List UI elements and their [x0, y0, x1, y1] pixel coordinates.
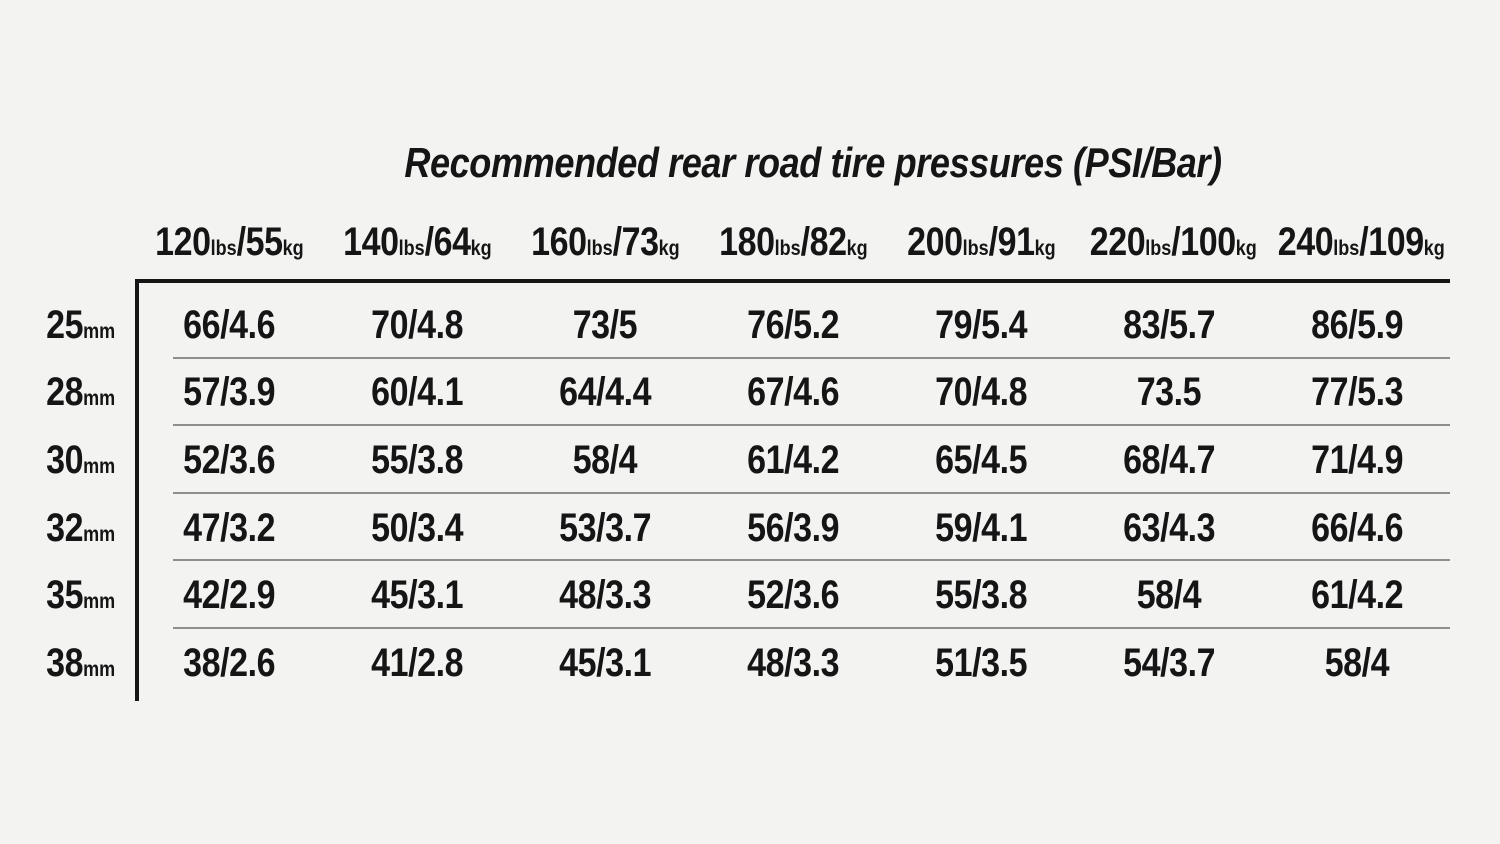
pressure-cell: 66/4.6	[183, 302, 275, 347]
unit-label: mm	[82, 657, 115, 681]
column-header: 200lbs/91kg	[906, 220, 1056, 264]
column-header: 160lbs/73kg	[530, 220, 680, 264]
table-body: 25mm 66/4.6 70/4.8 73/5 76/5.2 79/5.4 83/5.7 86…	[0, 291, 1451, 697]
unit-label: lbs	[1333, 237, 1360, 260]
column-header: 240lbs/109kg	[1277, 220, 1445, 264]
unit-label: kg	[658, 237, 680, 260]
pressure-cell: 63/4.3	[1123, 505, 1215, 550]
pressure-cell: 47/3.2	[183, 505, 275, 550]
pressure-cell: 55/3.8	[935, 573, 1027, 618]
column-header: 120lbs/55kg	[154, 220, 304, 264]
table-row: 38mm 38/2.6 41/2.8 45/3.1 48/3.3 51/3.5 54/3.7…	[0, 629, 1451, 697]
pressure-cell: 86/5.9	[1311, 302, 1403, 347]
unit-label: kg	[1034, 237, 1056, 260]
pressure-cell: 58/4	[1136, 573, 1202, 618]
pressure-cell: 58/4	[572, 437, 638, 482]
pressure-cell: 68/4.7	[1123, 437, 1215, 482]
unit-label: mm	[82, 522, 115, 546]
row-header: 25mm	[45, 302, 115, 347]
column-header: 220lbs/100kg	[1089, 220, 1257, 264]
pressure-cell: 54/3.7	[1123, 640, 1215, 685]
table-row: 32mm 47/3.2 50/3.4 53/3.7 56/3.9 59/4.1 63/4.3…	[0, 494, 1451, 562]
row-header: 30mm	[45, 437, 115, 482]
unit-label: mm	[82, 590, 115, 614]
row-header: 35mm	[45, 573, 115, 618]
pressure-cell: 73/5	[572, 302, 638, 347]
row-header: 32mm	[45, 505, 115, 550]
page-title: Recommended rear road tire pressures (PS…	[404, 139, 1222, 186]
pressure-cell: 73.5	[1136, 370, 1202, 415]
unit-label: kg	[1235, 237, 1257, 260]
pressure-cell: 83/5.7	[1123, 302, 1215, 347]
unit-label: kg	[846, 237, 868, 260]
column-header: 140lbs/64kg	[342, 220, 492, 264]
column-header: 180lbs/82kg	[718, 220, 868, 264]
table-row: 35mm 42/2.9 45/3.1 48/3.3 52/3.6 55/3.8 58/4 61…	[0, 561, 1451, 629]
pressure-cell: 52/3.6	[183, 437, 275, 482]
unit-label: mm	[82, 387, 115, 411]
pressure-cell: 70/4.8	[371, 302, 463, 347]
pressure-cell: 67/4.6	[747, 370, 839, 415]
table-left-border	[135, 279, 139, 701]
pressure-cell: 70/4.8	[935, 370, 1027, 415]
unit-label: mm	[82, 319, 115, 343]
pressure-cell: 71/4.9	[1311, 437, 1403, 482]
unit-label: kg	[282, 237, 304, 260]
pressure-cell: 50/3.4	[371, 505, 463, 550]
table-row: 28mm 57/3.9 60/4.1 64/4.4 67/4.6 70/4.8 73.5 77…	[0, 359, 1451, 427]
pressure-cell: 58/4	[1324, 640, 1390, 685]
pressure-cell: 76/5.2	[747, 302, 839, 347]
pressure-cell: 61/4.2	[747, 437, 839, 482]
pressure-cell: 65/4.5	[935, 437, 1027, 482]
unit-label: kg	[1423, 237, 1445, 260]
pressure-cell: 79/5.4	[935, 302, 1027, 347]
pressure-cell: 59/4.1	[935, 505, 1027, 550]
unit-label: lbs	[962, 237, 989, 260]
pressure-cell: 77/5.3	[1311, 370, 1403, 415]
pressure-cell: 64/4.4	[559, 370, 651, 415]
unit-label: mm	[82, 454, 115, 478]
row-header: 28mm	[45, 370, 115, 415]
table-row: 25mm 66/4.6 70/4.8 73/5 76/5.2 79/5.4 83/5.7 86…	[0, 291, 1451, 359]
unit-label: lbs	[1145, 237, 1172, 260]
unit-label: lbs	[398, 237, 425, 260]
pressure-cell: 52/3.6	[747, 573, 839, 618]
pressure-cell: 61/4.2	[1311, 573, 1403, 618]
pressure-cell: 48/3.3	[559, 573, 651, 618]
pressure-cell: 41/2.8	[371, 640, 463, 685]
pressure-cell: 53/3.7	[559, 505, 651, 550]
column-header-row: 120lbs/55kg 140lbs/64kg 160lbs/73kg 180lbs/…	[0, 214, 1451, 270]
pressure-cell: 55/3.8	[371, 437, 463, 482]
pressure-cell: 51/3.5	[935, 640, 1027, 685]
pressure-cell: 45/3.1	[559, 640, 651, 685]
row-header: 38mm	[45, 640, 115, 685]
pressure-cell: 45/3.1	[371, 573, 463, 618]
unit-label: lbs	[774, 237, 801, 260]
pressure-cell: 48/3.3	[747, 640, 839, 685]
pressure-cell: 56/3.9	[747, 505, 839, 550]
unit-label: lbs	[210, 237, 237, 260]
pressure-cell: 57/3.9	[183, 370, 275, 415]
table-top-border	[135, 279, 1450, 283]
unit-label: lbs	[586, 237, 613, 260]
pressure-cell: 66/4.6	[1311, 505, 1403, 550]
pressure-cell: 60/4.1	[371, 370, 463, 415]
pressure-cell: 42/2.9	[183, 573, 275, 618]
pressure-cell: 38/2.6	[183, 640, 275, 685]
table-row: 30mm 52/3.6 55/3.8 58/4 61/4.2 65/4.5 68/4.7 71…	[0, 426, 1451, 494]
unit-label: kg	[470, 237, 492, 260]
